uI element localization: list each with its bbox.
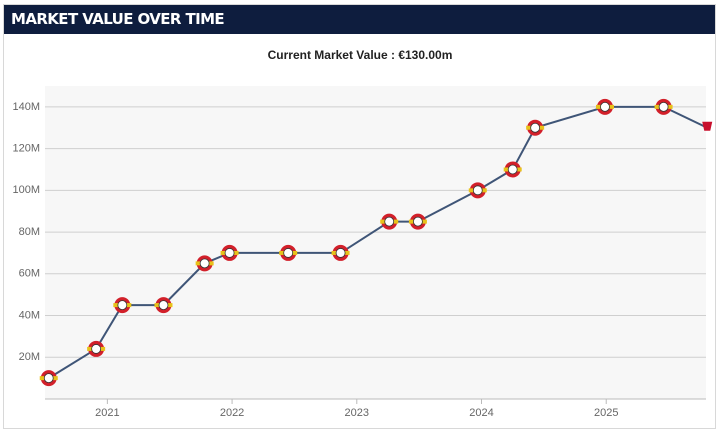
point-marker xyxy=(87,340,106,357)
y-tick-label: 100M xyxy=(12,184,40,196)
point-marker xyxy=(595,98,614,115)
x-tick-label: 2024 xyxy=(469,407,493,419)
point-marker xyxy=(154,297,173,314)
y-tick-label: 60M xyxy=(19,268,40,280)
crest-inner xyxy=(530,122,541,133)
crest-inner xyxy=(91,344,102,354)
point-marker xyxy=(408,213,427,230)
point-marker xyxy=(526,119,545,136)
crest-inner xyxy=(117,300,128,311)
point-marker xyxy=(39,370,58,387)
x-tick-label: 2023 xyxy=(345,407,369,419)
plot-area xyxy=(45,86,706,399)
panel-title: MARKET VALUE OVER TIME xyxy=(4,5,715,34)
point-marker xyxy=(195,255,214,272)
y-tick-label: 40M xyxy=(19,309,40,321)
crest-inner xyxy=(335,248,346,258)
crest-icon xyxy=(702,121,713,131)
crest-inner xyxy=(199,258,210,269)
x-tick-label: 2022 xyxy=(220,407,244,419)
point-marker xyxy=(279,244,298,261)
crest-inner xyxy=(472,185,483,196)
point-marker xyxy=(654,98,673,115)
point-marker xyxy=(503,161,522,178)
point-marker xyxy=(331,244,350,261)
crest-inner xyxy=(600,101,610,112)
point-marker xyxy=(113,297,132,314)
x-tick-label: 2025 xyxy=(594,407,618,419)
y-tick-label: 20M xyxy=(19,351,40,363)
crest-inner xyxy=(384,216,395,227)
chart-title: Current Market Value : €130.00m xyxy=(268,48,453,62)
x-tick-label: 2021 xyxy=(95,407,119,419)
point-marker xyxy=(468,182,487,199)
crest-inner xyxy=(507,164,518,175)
point-marker xyxy=(380,213,399,230)
y-tick-label: 80M xyxy=(19,226,40,238)
crest-inner xyxy=(283,248,294,258)
crest-inner xyxy=(413,216,423,227)
line xyxy=(48,105,708,379)
y-tick-label: 120M xyxy=(12,143,40,155)
crest-inner xyxy=(158,300,169,311)
point-marker xyxy=(702,121,713,131)
crest-inner xyxy=(43,373,54,384)
crest-inner xyxy=(658,101,669,112)
point-marker xyxy=(220,244,239,261)
crest-inner xyxy=(224,248,235,258)
y-tick-label: 140M xyxy=(12,101,40,113)
